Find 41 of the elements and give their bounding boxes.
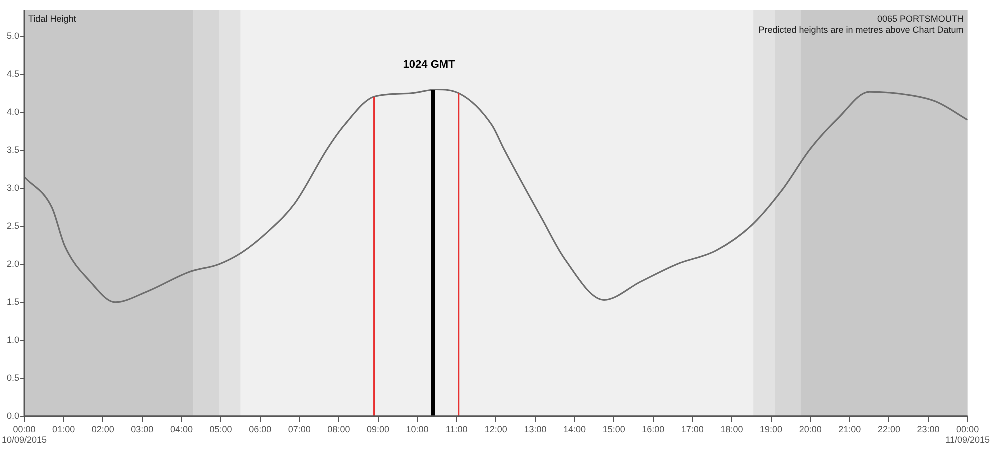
x-tick-label: 17:00	[681, 424, 704, 434]
annotation: 0065 PORTSMOUTH	[877, 14, 964, 24]
x-tick-label: 06:00	[249, 424, 272, 434]
x-tick-label: 07:00	[288, 424, 311, 434]
x-tick-label: 01:00	[52, 424, 76, 434]
x-tick-label: 13:00	[524, 424, 547, 434]
x-tick-label: 09:00	[366, 424, 390, 434]
x-tick-label: 11:00	[446, 424, 468, 434]
y-tick-label: 2.0	[7, 258, 20, 269]
x-tick-label: 04:00	[170, 424, 194, 434]
y-tick-label: 1.0	[7, 334, 20, 345]
y-tick-label: 4.5	[7, 69, 20, 80]
x-tick-label: 03:00	[131, 424, 154, 434]
line-series	[24, 88, 968, 304]
x-tick-label: 00:00 11/09/2015	[946, 424, 990, 446]
x-tick-label: 21:00	[838, 424, 862, 434]
y-tick-label: 1.5	[7, 296, 20, 307]
y-tick-label: 0.0	[7, 410, 20, 421]
ref-line-label: 1024 GMT	[403, 58, 456, 71]
y-tick-label: 0.5	[7, 372, 20, 383]
x-tick-label: 22:00	[878, 424, 900, 434]
annotation: Predicted heights are in metres above Chart Datum	[758, 24, 964, 35]
x-tick-label: 10:00	[406, 424, 429, 434]
y-tick-label: 4.0	[7, 107, 20, 118]
x-tick-label: 05:00	[210, 424, 232, 434]
y-tick-label: 5.0	[7, 31, 20, 42]
x-tick-label: 00:00 10/09/2015	[2, 424, 48, 446]
x-tick-label: 02:00	[92, 424, 114, 434]
x-tick-label: 20:00	[799, 424, 822, 434]
x-tick-label: 14:00	[564, 424, 586, 434]
x-tick-label: 08:00	[328, 424, 350, 434]
y-tick-label: 3.0	[7, 182, 20, 193]
x-tick-label: 19:00	[760, 424, 783, 434]
y-tick-label: 2.5	[7, 220, 20, 231]
x-tick-label: 12:00	[484, 424, 508, 434]
y-tick-label: 3.5	[7, 145, 20, 156]
x-tick-label: 23:00	[917, 424, 940, 434]
annotation: Tidal Height	[28, 14, 77, 24]
x-tick-label: 15:00	[602, 424, 626, 434]
x-tick-label: 18:00	[720, 424, 744, 434]
x-tick-label: 16:00	[642, 424, 665, 434]
